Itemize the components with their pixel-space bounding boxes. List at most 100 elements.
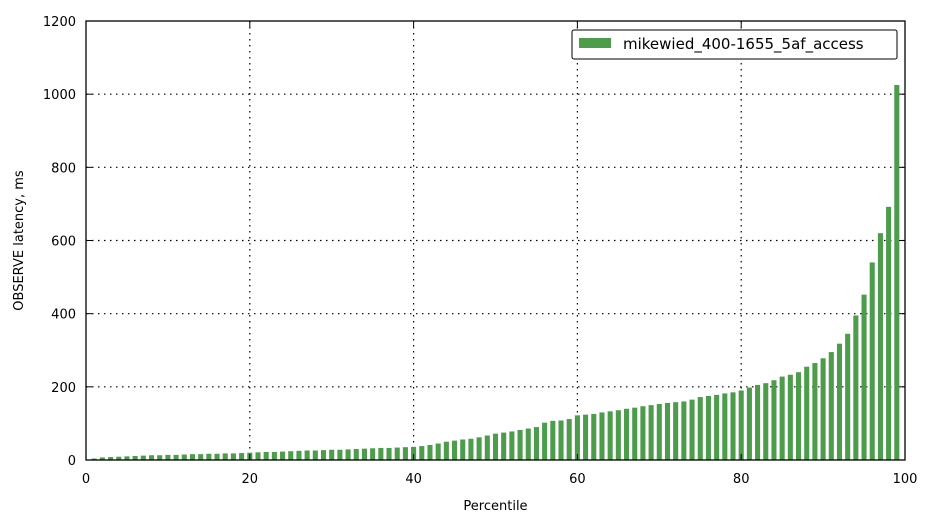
bar [755, 385, 761, 460]
bar [91, 458, 97, 460]
bar [705, 395, 711, 460]
bar [656, 404, 662, 460]
y-tick-label: 1200 [43, 15, 76, 30]
bar [771, 380, 777, 460]
grid [86, 21, 905, 460]
y-tick-label: 1000 [43, 88, 76, 103]
bar [148, 455, 155, 460]
bar [828, 352, 834, 460]
bar [132, 455, 138, 460]
bar [484, 435, 490, 460]
y-tick-label: 400 [51, 308, 76, 323]
bar [411, 446, 417, 460]
y-axis-title: OBSERVE latency, ms [12, 170, 27, 311]
bar [591, 413, 597, 460]
x-tick-label: 100 [893, 472, 918, 487]
bar [271, 451, 277, 460]
bar [877, 233, 883, 460]
legend-swatch [579, 38, 611, 48]
bar [853, 315, 859, 460]
x-tick-label: 60 [569, 472, 586, 487]
bar [492, 433, 499, 460]
bar [787, 374, 793, 460]
bar [845, 333, 851, 460]
bars [91, 85, 900, 460]
bar [558, 420, 564, 460]
bar [239, 453, 245, 460]
bar [173, 454, 179, 460]
bar [886, 206, 892, 460]
bar [722, 393, 728, 460]
bar [394, 447, 400, 460]
bar [476, 437, 482, 460]
bar [836, 343, 843, 460]
bar [681, 401, 687, 460]
bar [198, 454, 204, 460]
bar [214, 453, 220, 460]
bar [99, 457, 105, 460]
bar [460, 439, 466, 460]
bar [443, 441, 449, 460]
bar [140, 455, 146, 460]
bar [378, 447, 384, 460]
bar [419, 446, 425, 460]
x-tick-label: 0 [82, 472, 90, 487]
bar [714, 394, 720, 460]
x-tick-label: 40 [405, 472, 422, 487]
bar [427, 445, 433, 460]
bar [181, 454, 187, 460]
bar [550, 420, 556, 460]
bar [738, 390, 744, 460]
bar [509, 431, 515, 460]
legend: mikewied_400-1655_5af_access [571, 29, 898, 60]
ticks [85, 20, 906, 461]
bar [263, 451, 269, 460]
bar [320, 450, 327, 460]
legend-label: mikewied_400-1655_5af_access [623, 35, 864, 54]
bar [640, 406, 646, 460]
bar [353, 449, 359, 460]
bar [108, 457, 114, 460]
bar [255, 452, 261, 460]
bar [820, 358, 826, 460]
bar [583, 414, 589, 460]
bar [697, 397, 703, 460]
bar [337, 449, 343, 460]
bar [452, 440, 458, 460]
bar [345, 449, 351, 460]
bar [304, 450, 310, 460]
bar [648, 405, 654, 460]
bar [624, 408, 630, 460]
bar [542, 422, 548, 460]
bar [280, 451, 286, 460]
bar [501, 432, 507, 460]
y-tick-label: 800 [51, 161, 76, 176]
x-tick-label: 20 [242, 472, 259, 487]
bar [296, 450, 302, 460]
bar [124, 456, 130, 460]
bar [361, 448, 367, 460]
bar [312, 450, 318, 460]
bar [763, 383, 769, 460]
bar [615, 410, 621, 460]
bar [165, 454, 171, 460]
bar [402, 447, 408, 460]
bar [861, 294, 867, 460]
bar [894, 85, 900, 460]
x-tick-label: 80 [733, 472, 750, 487]
bar [157, 455, 163, 460]
bar [795, 372, 802, 460]
y-tick-label: 0 [68, 454, 76, 469]
bar [386, 447, 392, 460]
bar [664, 402, 671, 460]
bar [288, 451, 294, 460]
bar [370, 448, 376, 460]
bar [746, 387, 752, 460]
bar [206, 453, 212, 460]
bar [689, 399, 695, 460]
x-axis-title: Percentile [463, 499, 527, 514]
bar [730, 392, 736, 460]
